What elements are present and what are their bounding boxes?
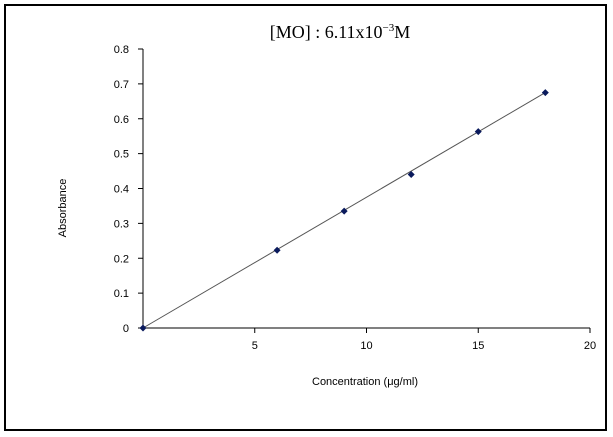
y-axis-label: Absorbance bbox=[57, 179, 69, 238]
x-axis: 5 10 15 20 bbox=[143, 327, 596, 352]
y-tick-label: 0.5 bbox=[114, 149, 129, 161]
x-tick-label: 20 bbox=[584, 340, 596, 352]
data-point bbox=[541, 89, 549, 97]
y-tick-label: 0.4 bbox=[114, 184, 129, 196]
data-point bbox=[340, 207, 348, 215]
data-point bbox=[407, 171, 415, 179]
y-tick-label: 0.3 bbox=[114, 218, 129, 230]
y-tick-label: 0 bbox=[123, 323, 129, 335]
chart-title: [MO] : 6.11x10−3M bbox=[270, 22, 411, 42]
data-point bbox=[474, 128, 482, 136]
y-tick-label: 0.6 bbox=[114, 114, 129, 126]
x-axis-label: Concentration (μg/ml) bbox=[312, 376, 418, 388]
x-tick-label: 5 bbox=[252, 340, 258, 352]
x-tick-label: 15 bbox=[472, 340, 484, 352]
y-tick-label: 0.1 bbox=[114, 288, 129, 300]
data-point bbox=[139, 324, 147, 332]
chart-title-unit: M bbox=[394, 22, 410, 42]
data-points bbox=[139, 89, 549, 332]
y-tick-label: 0.7 bbox=[114, 79, 129, 91]
x-tick-label: 10 bbox=[360, 340, 372, 352]
y-tick-label: 0.8 bbox=[114, 44, 129, 56]
chart-title-exponent: −3 bbox=[383, 22, 395, 34]
chart-title-main: [MO] : 6.11x10 bbox=[270, 22, 383, 42]
data-point bbox=[273, 246, 281, 254]
chart-frame bbox=[4, 4, 607, 431]
y-axis: 0 0.1 0.2 0.3 0.4 0.5 0.6 0.7 0.8 bbox=[114, 44, 144, 335]
y-tick-label: 0.2 bbox=[114, 253, 129, 265]
